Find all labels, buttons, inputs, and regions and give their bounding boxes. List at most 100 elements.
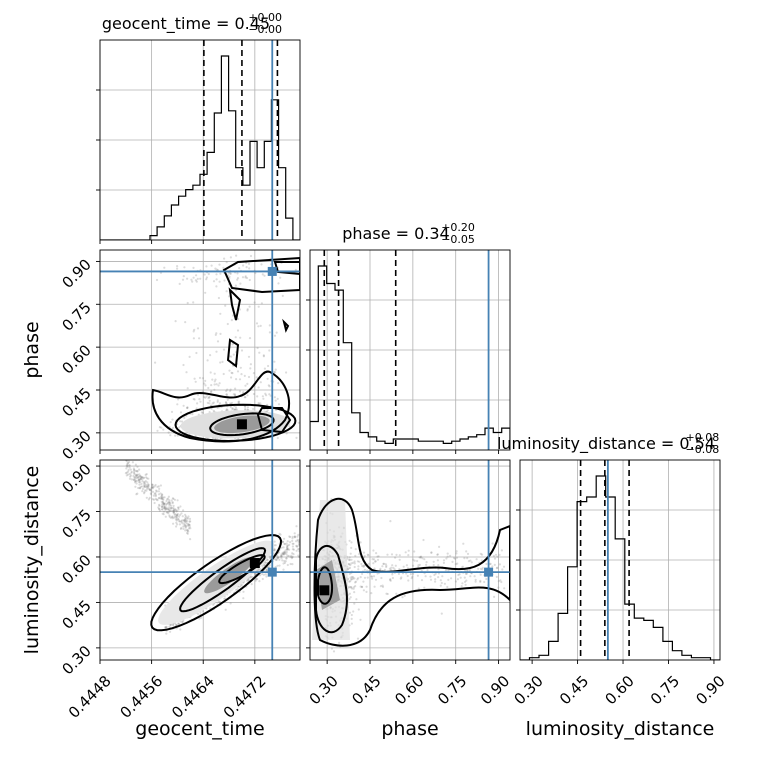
- scatter-point: [162, 503, 165, 506]
- scatter-point: [201, 610, 205, 613]
- scatter-point: [171, 515, 174, 518]
- scatter-point: [483, 580, 486, 584]
- scatter-point: [134, 481, 137, 484]
- scatter-point: [265, 394, 268, 397]
- scatter-point: [267, 384, 270, 387]
- scatter-point: [152, 498, 155, 501]
- scatter-point: [469, 575, 472, 578]
- scatter-point: [145, 483, 148, 487]
- scatter-point: [261, 572, 264, 576]
- scatter-point: [377, 555, 380, 558]
- scatter-point: [293, 536, 297, 539]
- scatter-point: [185, 528, 188, 531]
- scatter-point: [267, 364, 270, 368]
- scatter-point: [370, 575, 373, 578]
- scatter-point: [297, 539, 300, 542]
- scatter-point: [395, 553, 398, 557]
- scatter-point: [248, 337, 252, 340]
- scatter-point: [362, 564, 365, 567]
- scatter-point: [131, 461, 134, 464]
- scatter-point: [172, 511, 175, 514]
- scatter-point: [234, 406, 238, 409]
- histogram-phase: [310, 265, 510, 450]
- scatter-point: [282, 552, 285, 556]
- scatter-point: [172, 509, 175, 512]
- scatter-point: [186, 529, 189, 532]
- scatter-point: [165, 507, 168, 510]
- scatter-point: [228, 369, 231, 372]
- scatter-point: [166, 502, 170, 505]
- contour-line: [174, 403, 297, 443]
- scatter-point: [257, 325, 260, 328]
- scatter-point: [456, 562, 459, 565]
- scatter-point: [210, 264, 213, 267]
- scatter-point: [242, 391, 245, 394]
- scatter-point: [146, 485, 149, 488]
- scatter-point: [280, 546, 283, 549]
- panel-content-diag1: [310, 250, 510, 450]
- scatter-point: [430, 551, 433, 554]
- scatter-point: [136, 476, 139, 479]
- scatter-point: [186, 516, 189, 519]
- scatter-point: [356, 560, 359, 563]
- scatter-point: [366, 576, 369, 579]
- scatter-point: [188, 520, 191, 523]
- scatter-point: [147, 483, 150, 486]
- scatter-point: [285, 557, 288, 560]
- title-luminosity_distance: luminosity_distance = 0.54: [497, 434, 715, 454]
- scatter-point: [165, 502, 169, 505]
- scatter-point: [244, 405, 247, 408]
- scatter-point: [224, 401, 228, 404]
- scatter-point: [125, 467, 128, 470]
- scatter-point: [210, 390, 213, 393]
- scatter-point: [259, 324, 262, 327]
- scatter-point: [143, 492, 146, 495]
- scatter-point: [168, 625, 171, 628]
- scatter-point: [249, 576, 252, 579]
- scatter-point: [283, 550, 286, 553]
- title-geocent_time: geocent_time = 0.45: [102, 14, 270, 34]
- x-axis-label-luminosity_distance: luminosity_distance: [526, 718, 715, 740]
- scatter-point: [144, 480, 147, 483]
- scatter-point: [177, 508, 180, 511]
- scatter-point: [491, 542, 494, 545]
- scatter-point: [139, 478, 142, 481]
- scatter-point: [439, 579, 442, 582]
- scatter-point: [349, 580, 352, 583]
- scatter-point: [230, 371, 233, 374]
- scatter-point: [411, 575, 414, 578]
- scatter-point: [256, 395, 259, 398]
- scatter-point: [175, 521, 178, 524]
- scatter-point: [241, 276, 245, 279]
- scatter-point: [184, 529, 187, 532]
- scatter-point: [179, 527, 182, 531]
- scatter-point: [359, 618, 362, 621]
- scatter-point: [436, 559, 439, 562]
- scatter-point: [164, 507, 167, 510]
- scatter-point: [359, 576, 362, 579]
- scatter-point: [213, 372, 216, 375]
- scatter-point: [394, 556, 397, 559]
- scatter-point: [236, 370, 240, 373]
- scatter-point: [279, 533, 282, 536]
- scatter-point: [348, 597, 351, 601]
- scatter-point: [151, 498, 154, 501]
- scatter-point: [283, 542, 286, 545]
- scatter-point: [171, 418, 174, 421]
- scatter-point: [284, 543, 287, 546]
- scatter-point: [182, 519, 185, 522]
- scatter-point: [157, 507, 161, 510]
- scatter-point: [280, 554, 283, 557]
- scatter-point: [147, 477, 150, 480]
- scatter-point: [389, 568, 393, 572]
- scatter-point: [362, 580, 365, 583]
- scatter-point: [389, 578, 392, 582]
- scatter-point: [261, 577, 264, 581]
- scatter-point: [350, 613, 353, 617]
- scatter-point: [352, 587, 355, 590]
- scatter-point: [285, 557, 288, 560]
- scatter-point: [348, 585, 351, 588]
- scatter-point: [215, 273, 218, 276]
- scatter-point: [180, 526, 183, 530]
- contour-line: [209, 412, 275, 437]
